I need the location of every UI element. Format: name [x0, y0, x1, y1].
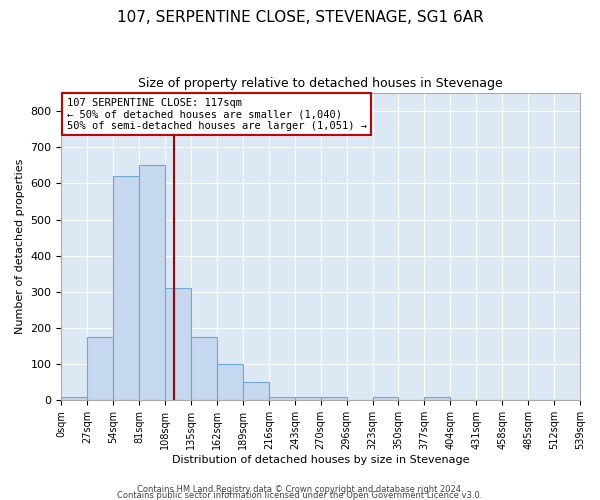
- Bar: [424, 396, 451, 400]
- Bar: [113, 176, 139, 400]
- X-axis label: Distribution of detached houses by size in Stevenage: Distribution of detached houses by size …: [172, 455, 469, 465]
- Text: 107, SERPENTINE CLOSE, STEVENAGE, SG1 6AR: 107, SERPENTINE CLOSE, STEVENAGE, SG1 6A…: [116, 10, 484, 25]
- Y-axis label: Number of detached properties: Number of detached properties: [15, 159, 25, 334]
- Title: Size of property relative to detached houses in Stevenage: Size of property relative to detached ho…: [139, 78, 503, 90]
- Bar: [165, 288, 191, 401]
- Bar: [61, 396, 88, 400]
- Bar: [88, 337, 113, 400]
- Bar: [217, 364, 243, 401]
- Bar: [269, 396, 295, 400]
- Bar: [243, 382, 269, 400]
- Text: Contains HM Land Registry data © Crown copyright and database right 2024.: Contains HM Land Registry data © Crown c…: [137, 485, 463, 494]
- Text: 107 SERPENTINE CLOSE: 117sqm
← 50% of detached houses are smaller (1,040)
50% of: 107 SERPENTINE CLOSE: 117sqm ← 50% of de…: [67, 98, 367, 131]
- Bar: [373, 396, 398, 400]
- Bar: [191, 337, 217, 400]
- Bar: [139, 166, 165, 400]
- Bar: [321, 396, 347, 400]
- Bar: [295, 396, 321, 400]
- Text: Contains public sector information licensed under the Open Government Licence v3: Contains public sector information licen…: [118, 491, 482, 500]
